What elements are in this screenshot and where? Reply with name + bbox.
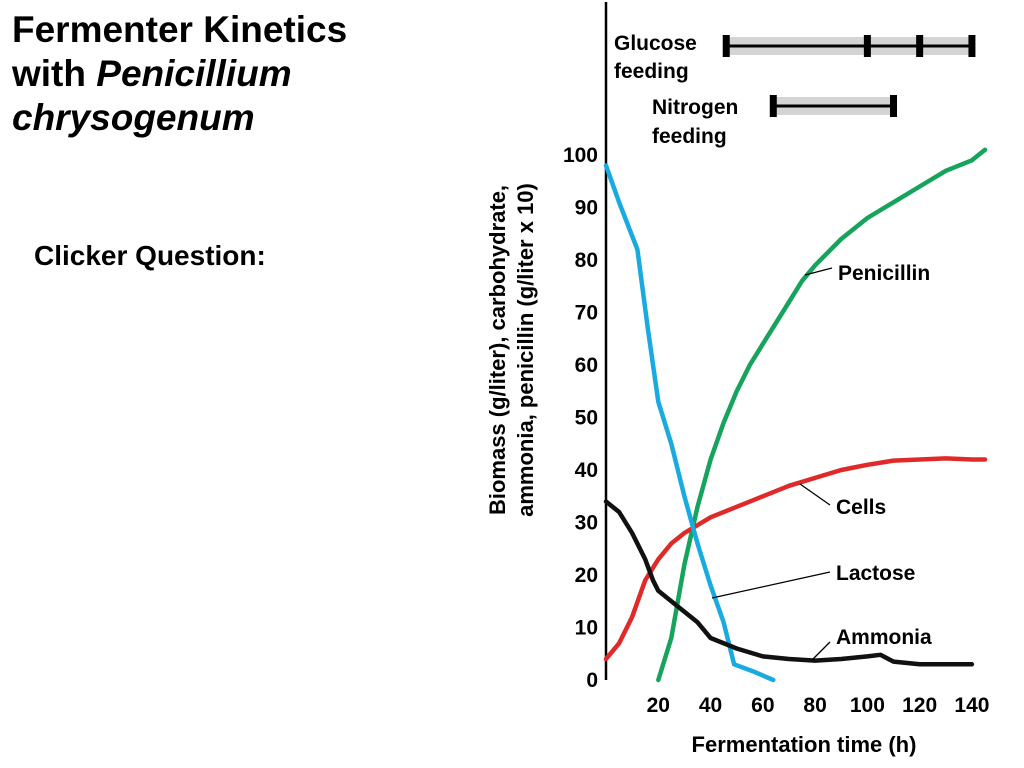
series-label-penicillin: Penicillin xyxy=(838,262,930,285)
x-tick-label: 20 xyxy=(647,694,670,717)
feeding-marker xyxy=(863,35,871,57)
feeding-marker xyxy=(890,95,898,117)
y-axis-title-line2: ammonia, penicillin (g/liter x 10) xyxy=(513,183,538,517)
title-genus: Penicillium xyxy=(96,53,292,94)
y-tick-label: 0 xyxy=(586,669,598,692)
feeding-label-line2: feeding xyxy=(652,125,727,148)
series-line-cells xyxy=(603,456,988,662)
y-tick-label: 40 xyxy=(575,459,598,482)
series-labels: Penicillin Cells Lactose Ammonia xyxy=(711,262,932,661)
x-axis-title: Fermentation time (h) xyxy=(692,732,917,757)
y-tick-label: 70 xyxy=(575,302,598,325)
title-with: with xyxy=(12,53,97,94)
clicker-question: Clicker Question: xyxy=(34,240,266,271)
feeding-marker xyxy=(722,35,730,57)
y-tick-label: 90 xyxy=(575,197,598,220)
leader-line xyxy=(711,571,831,599)
series-line-ammonia xyxy=(603,499,975,667)
leader-line xyxy=(804,267,833,276)
slide-title: Fermenter Kinetics with Penicillium chry… xyxy=(12,8,347,140)
series-label-lactose: Lactose xyxy=(836,562,915,585)
x-tick-label: 40 xyxy=(699,694,722,717)
chart-axes: 0 10 20 30 40 50 60 70 80 90 100 20 40 60 80 100 120 140 xyxy=(563,2,989,717)
series-label-cells: Cells xyxy=(836,496,886,519)
y-tick-label: 50 xyxy=(575,407,598,430)
feeding-marker xyxy=(968,35,976,57)
series-line-lactose xyxy=(603,163,776,683)
feeding-label-line2: feeding xyxy=(614,60,689,83)
leader-line xyxy=(811,641,831,661)
y-tick-label: 20 xyxy=(575,564,598,587)
x-tick-label: 60 xyxy=(751,694,774,717)
title-line1: Fermenter Kinetics xyxy=(12,9,348,50)
feeding-label-line1: Nitrogen xyxy=(652,96,738,119)
y-tick-label: 80 xyxy=(575,249,598,272)
feeding-schedule: Glucose feeding Nitrogen feeding xyxy=(614,32,976,148)
y-tick-label: 60 xyxy=(575,354,598,377)
y-axis-title-line1: Biomass (g/liter), carbohydrate, xyxy=(485,185,510,515)
title-species: chrysogenum xyxy=(12,97,255,138)
feeding-label-line1: Glucose xyxy=(614,32,697,55)
y-tick-label: 100 xyxy=(563,144,598,167)
series-label-ammonia: Ammonia xyxy=(836,626,932,649)
feeding-marker xyxy=(769,95,777,117)
chart-series xyxy=(603,147,988,683)
x-tick-label: 80 xyxy=(803,694,826,717)
x-tick-label: 120 xyxy=(902,694,937,717)
feeding-marker xyxy=(916,35,924,57)
x-tick-label: 140 xyxy=(954,694,989,717)
y-tick-label: 10 xyxy=(575,617,598,640)
y-tick-label: 30 xyxy=(575,512,598,535)
x-tick-label: 100 xyxy=(850,694,885,717)
leader-line xyxy=(799,483,831,506)
series-line-penicillin xyxy=(656,147,988,683)
